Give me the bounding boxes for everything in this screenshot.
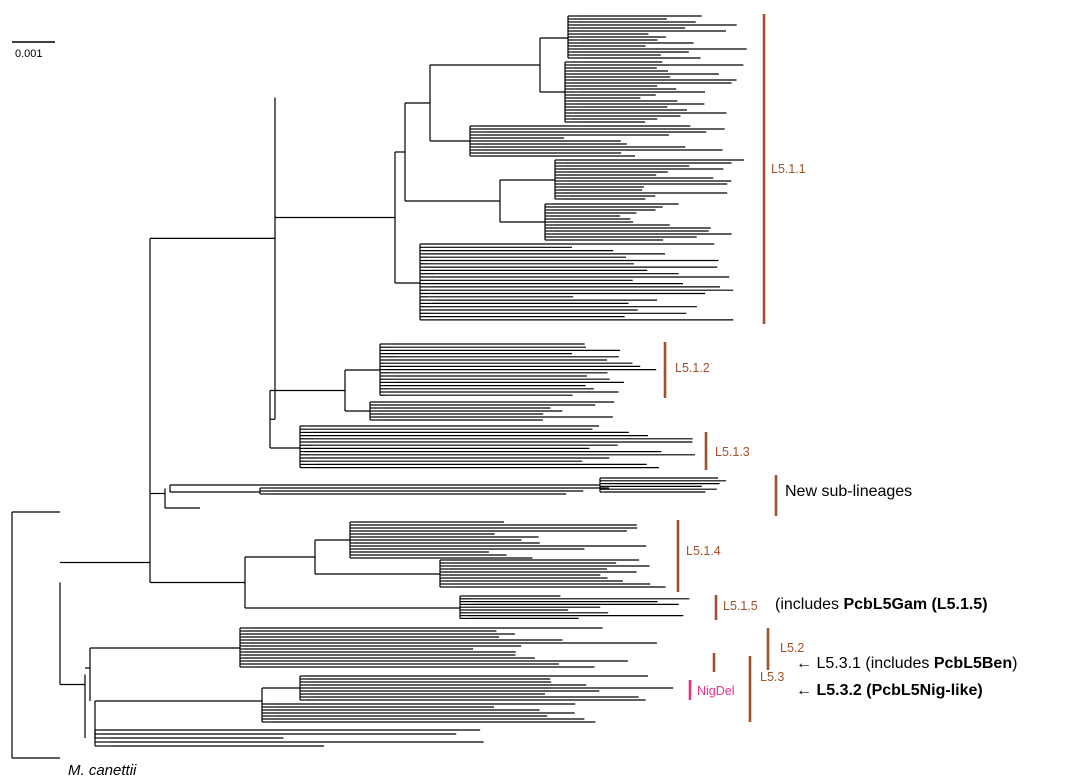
clade-label-l514: L5.1.4 xyxy=(686,544,721,558)
clade-label-l512: L5.1.2 xyxy=(675,361,710,375)
note-l531: ← L5.3.1 (includes PcbL5Ben) xyxy=(796,655,1018,672)
clade-label-l53: L5.3 xyxy=(760,670,785,684)
clade-label-l513: L5.1.3 xyxy=(715,445,750,459)
clade-label-new-sub-lineages: New sub-lineages xyxy=(785,483,913,500)
note-l532: ← L5.3.2 (PcbL5Nig-like) xyxy=(796,682,983,699)
clade-label-l52: L5.2 xyxy=(780,641,805,655)
note-l515: (includes PcbL5Gam (L5.1.5) xyxy=(775,596,988,613)
tree-branches xyxy=(11,15,747,759)
clade-label-nigdel: NigDel xyxy=(697,684,735,698)
clade-bars xyxy=(663,14,778,722)
clade-label-l515: L5.1.5 xyxy=(723,599,758,613)
scale-bar-label: 0.001 xyxy=(15,48,43,60)
clade-label-l511: L5.1.1 xyxy=(771,162,806,176)
outgroup-label: M. canettii xyxy=(68,762,137,779)
